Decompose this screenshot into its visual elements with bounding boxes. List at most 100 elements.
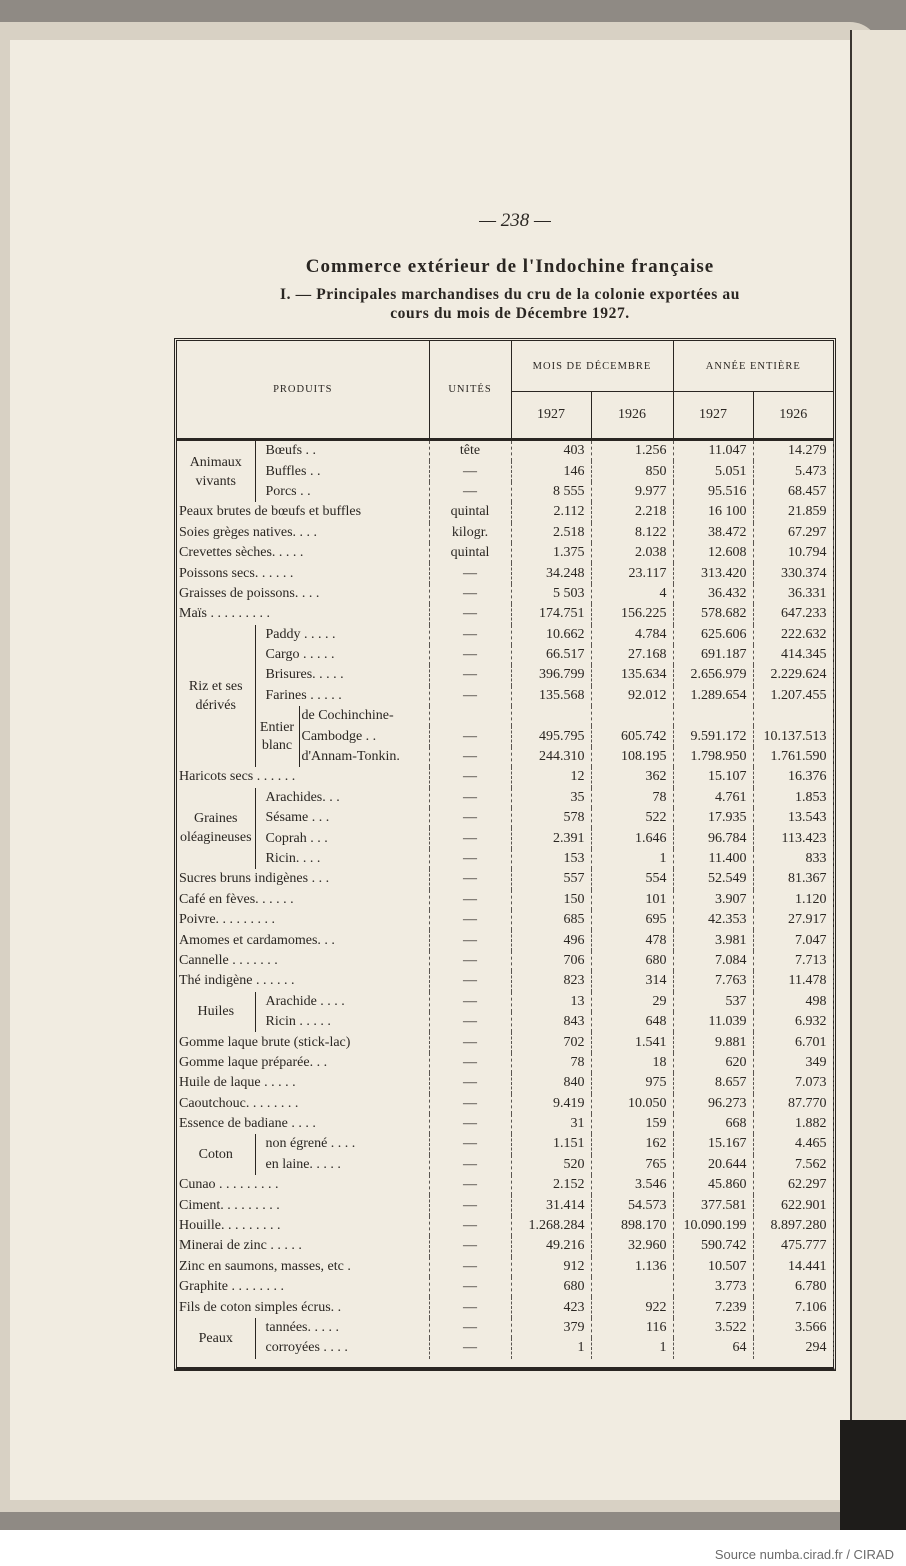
value-d26: 135.634 (591, 665, 674, 686)
value-d27: 66.517 (511, 644, 592, 666)
value-d27: 35 (511, 787, 592, 809)
unit-cell: — (429, 624, 512, 645)
value-d26: 2.038 (591, 542, 674, 564)
value-y26: 8.897.280 (753, 1215, 834, 1237)
value-d27: 702 (511, 1032, 592, 1053)
unit-cell: — (429, 787, 512, 809)
product-label: Paddy . . . . . (254, 624, 430, 645)
value-y26: 68.457 (753, 481, 834, 503)
value-y27: 590.742 (673, 1236, 754, 1257)
value-y26: 7.106 (753, 1297, 834, 1318)
table-row: Peaux tannées. . . . . —379 116 3.522 3.566 (177, 1317, 834, 1346)
product-label: Cambodge . . (298, 726, 430, 747)
value-d27: 13 (511, 991, 592, 1012)
scan-shadow (840, 1420, 906, 1530)
product-label: Sésame . . . (254, 808, 430, 829)
value-d26: 32.960 (591, 1236, 674, 1257)
value-y27: 96.273 (673, 1093, 754, 1114)
table-row: Peaux brutes de bœufs et buffles quintal 2… (177, 502, 834, 523)
unit-cell: — (429, 604, 512, 625)
value-y27: 668 (673, 1113, 754, 1135)
value-y26: 11.478 (753, 971, 834, 992)
unit-cell: — (429, 950, 512, 972)
unit-cell: — (429, 665, 512, 686)
value-d26: 1.541 (591, 1032, 674, 1053)
value-d27: 1.151 (511, 1134, 592, 1155)
table-row: Soies grèges natives. . . . kilogr. 2.518 8… (177, 522, 834, 543)
table-row: d'Annam-Tonkin. —244.310 108.195 1.798.950 1… (177, 746, 834, 768)
unit-cell: — (429, 1215, 512, 1237)
table-row: Ricin. . . . —153 1 11.400 833 (177, 848, 834, 870)
unit-cell: — (429, 563, 512, 584)
value-d26: 116 (591, 1317, 674, 1339)
value-y27: 10.090.199 (673, 1215, 754, 1237)
value-d26: 23.117 (591, 563, 674, 584)
value-d26: 159 (591, 1113, 674, 1135)
unit-cell: — (429, 1317, 512, 1339)
unit-cell: — (429, 461, 512, 482)
value-d27: 31.414 (511, 1195, 592, 1216)
table-row: Cannelle . . . . . . . —706 680 7.084 7.713 (177, 950, 834, 972)
unit-cell: — (429, 1011, 512, 1033)
unit-cell: — (429, 1297, 512, 1318)
value-y27: 11.047 (673, 439, 754, 462)
value-d27: 9.419 (511, 1093, 592, 1114)
subtitle-line-2: cours du mois de Décembre 1927. (390, 305, 630, 322)
unit-cell: — (429, 726, 512, 747)
value-y26: 4.465 (753, 1134, 834, 1155)
subgroup-label: Entier blanc (254, 706, 299, 768)
product-label: Poissons secs. . . . . . (177, 563, 430, 584)
value-d27: 495.795 (511, 726, 592, 747)
unit-cell: — (429, 889, 512, 910)
product-label: Cargo . . . . . (254, 644, 430, 666)
value-y26: 67.297 (753, 522, 834, 543)
unit-cell: — (429, 1277, 512, 1298)
value-d27 (511, 706, 592, 727)
value-y27: 10.507 (673, 1256, 754, 1278)
value-y27: 17.935 (673, 808, 754, 829)
unit-cell: — (429, 767, 512, 788)
product-label: Crevettes sèches. . . . . (177, 542, 430, 564)
group-label: Peaux (198, 1330, 233, 1346)
value-y26: 6.780 (753, 1277, 834, 1298)
unit-cell: — (429, 808, 512, 829)
value-d27: 396.799 (511, 665, 592, 686)
value-d27: 135.568 (511, 685, 592, 707)
unit-cell: — (429, 1195, 512, 1216)
value-d26: 554 (591, 869, 674, 890)
value-d26: 92.012 (591, 685, 674, 707)
value-d27: 34.248 (511, 563, 592, 584)
unit-cell: — (429, 828, 512, 849)
value-d27: 2.518 (511, 522, 592, 543)
product-label: Essence de badiane . . . . (177, 1113, 430, 1135)
value-d26: 1.136 (591, 1256, 674, 1278)
value-d27: 912 (511, 1256, 592, 1278)
value-y26: 7.047 (753, 930, 834, 951)
unit-cell: — (429, 1134, 512, 1155)
page-number: — 238 — (479, 210, 551, 231)
value-y26: 1.207.455 (753, 685, 834, 707)
product-label: Poivre. . . . . . . . . (177, 909, 430, 931)
product-label: Peaux brutes de bœufs et buffles (177, 502, 430, 523)
header-mois-decembre: MOIS DE DÉCEMBRE (511, 341, 674, 392)
value-d27: 8 555 (511, 481, 592, 503)
table-row: Huiles Arachide . . . . —13 29 537 498 (177, 991, 834, 1019)
value-y26: 1.853 (753, 787, 834, 809)
product-label: Cannelle . . . . . . . (177, 950, 430, 972)
value-y26: 349 (753, 1052, 834, 1074)
value-y27: 7.084 (673, 950, 754, 972)
value-d26: 8.122 (591, 522, 674, 543)
product-label: Buffles . . (254, 461, 430, 482)
value-y26: 622.901 (753, 1195, 834, 1216)
value-y26: 833 (753, 848, 834, 870)
value-y26: 87.770 (753, 1093, 834, 1114)
table-row: Cambodge . . —495.795 605.742 9.591.172 10.1… (177, 726, 834, 747)
table-row: Coprah . . . —2.391 1.646 96.784 113.423 (177, 828, 834, 849)
value-y26: 14.279 (753, 439, 834, 462)
header-month-1926: 1926 (591, 391, 674, 441)
product-label: Porcs . . (254, 481, 430, 503)
value-y26: 5.473 (753, 461, 834, 482)
value-y26: 14.441 (753, 1256, 834, 1278)
unit-cell: — (429, 1338, 512, 1359)
product-label: Haricots secs . . . . . . (177, 767, 430, 788)
